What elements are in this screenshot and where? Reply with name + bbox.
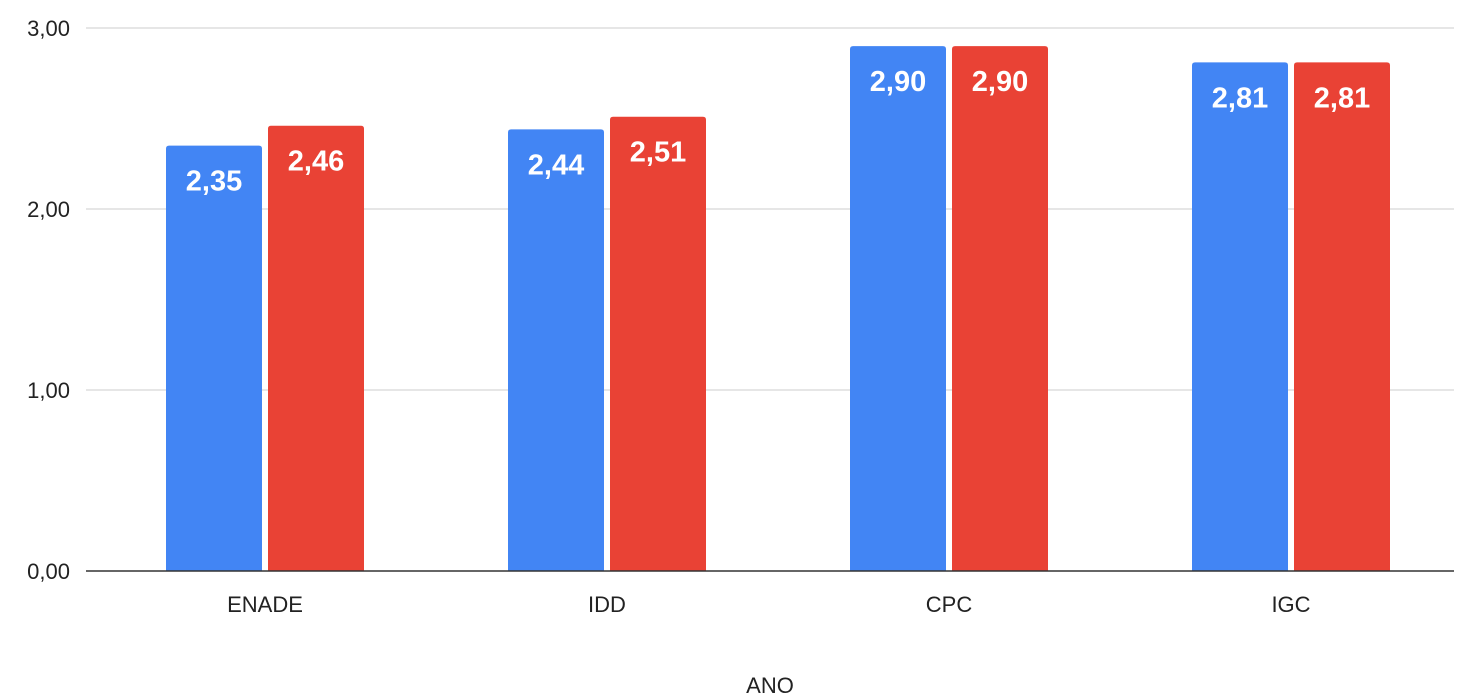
bar-idd-series-1 xyxy=(508,129,604,572)
x-tick-label: IGC xyxy=(1271,592,1310,617)
data-labels: 2,35 2,46 2,44 2,51 2,90 2,90 2,81 2,81 xyxy=(186,66,1370,198)
data-label: 2,44 xyxy=(528,149,584,181)
bar-cpc-series-2 xyxy=(952,46,1048,572)
x-axis-title: ANO xyxy=(746,673,794,698)
data-label: 2,81 xyxy=(1314,82,1370,114)
x-axis-categories: ENADE IDD CPC IGC xyxy=(227,592,1311,617)
x-tick-label: ENADE xyxy=(227,592,303,617)
data-label: 2,46 xyxy=(288,146,344,178)
data-label: 2,90 xyxy=(972,66,1028,98)
bar-idd-series-2 xyxy=(610,116,706,571)
bar-igc-series-2 xyxy=(1294,62,1390,571)
data-label: 2,51 xyxy=(630,137,686,169)
y-tick-label: 0,00 xyxy=(27,559,70,584)
x-tick-label: IDD xyxy=(588,592,626,617)
data-label: 2,35 xyxy=(186,166,242,198)
y-tick-label: 1,00 xyxy=(27,378,70,403)
y-tick-label: 2,00 xyxy=(27,197,70,222)
data-label: 2,90 xyxy=(870,66,926,98)
bar-enade-series-2 xyxy=(268,125,364,572)
y-axis-ticks: 0,00 1,00 2,00 3,00 xyxy=(27,16,70,584)
data-label: 2,81 xyxy=(1212,82,1268,114)
x-tick-label: CPC xyxy=(926,592,973,617)
bar-cpc-series-1 xyxy=(850,46,946,572)
bar-enade-series-1 xyxy=(166,145,262,571)
y-tick-label: 3,00 xyxy=(27,16,70,41)
bar-igc-series-1 xyxy=(1192,62,1288,571)
bars xyxy=(166,46,1390,572)
